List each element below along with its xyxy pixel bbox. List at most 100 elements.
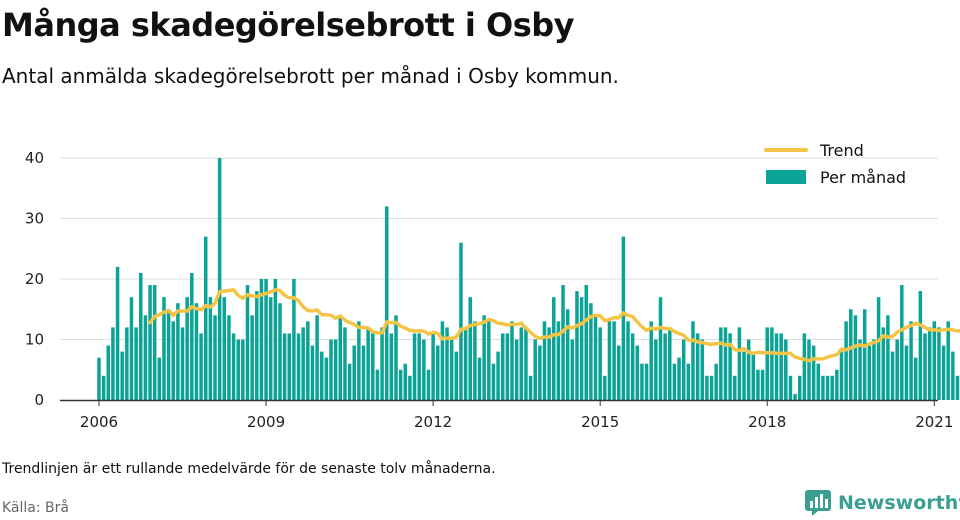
bar <box>412 333 417 400</box>
bar <box>853 315 858 400</box>
bar <box>616 345 621 400</box>
bar <box>524 327 528 400</box>
bar <box>547 327 551 400</box>
bar <box>677 357 681 400</box>
bar <box>236 339 240 400</box>
bar <box>528 375 533 400</box>
bar <box>570 339 575 400</box>
bar <box>310 345 315 400</box>
bar <box>862 309 867 400</box>
bar <box>872 339 876 400</box>
bar <box>900 285 904 400</box>
chart-title: Många skadegörelsebrott i Osby <box>2 6 575 44</box>
bar <box>742 351 746 400</box>
bar <box>278 303 282 400</box>
legend: Trend Per månad <box>764 141 906 187</box>
bar <box>357 321 361 400</box>
bar <box>143 315 148 400</box>
bar <box>264 279 268 400</box>
bar <box>380 327 384 400</box>
bar <box>222 297 227 400</box>
bar <box>519 327 524 400</box>
bar <box>728 333 732 400</box>
bar <box>913 357 918 400</box>
bar <box>649 321 653 400</box>
bar <box>329 339 333 400</box>
bar <box>700 339 705 400</box>
bar <box>208 297 213 400</box>
bars-layer <box>97 158 960 400</box>
bar <box>148 285 152 400</box>
bar <box>584 285 588 400</box>
bar <box>426 369 431 400</box>
bar <box>765 327 769 400</box>
bar <box>194 303 199 400</box>
bar <box>366 327 370 400</box>
bar <box>134 327 138 400</box>
bar <box>802 333 807 400</box>
trend-layer <box>148 288 960 363</box>
bar <box>542 321 547 400</box>
bar <box>881 327 885 400</box>
chart-subtitle: Antal anmälda skadegörelsebrott per måna… <box>2 64 619 88</box>
newsworthy-logo[interactable]: Newsworthy <box>804 488 960 518</box>
bar <box>282 333 287 400</box>
bar <box>932 321 937 400</box>
bar <box>491 363 496 400</box>
bar <box>199 333 203 400</box>
x-tick-label: 2012 <box>414 413 452 431</box>
bar <box>927 327 932 400</box>
bar <box>477 357 482 400</box>
bar <box>306 321 310 400</box>
bar <box>268 297 273 400</box>
bar <box>756 369 760 400</box>
bar <box>473 321 477 400</box>
bar <box>417 333 421 400</box>
bar <box>333 339 338 400</box>
bar <box>273 279 278 400</box>
bar <box>115 266 120 400</box>
bar <box>139 272 143 400</box>
bar <box>830 375 834 400</box>
bar <box>612 321 616 400</box>
bar <box>500 333 505 400</box>
bar <box>241 339 245 400</box>
bar <box>705 375 709 400</box>
bar <box>556 321 561 400</box>
bar <box>589 303 593 400</box>
bar <box>923 333 927 400</box>
bar <box>635 345 640 400</box>
bar <box>816 363 821 400</box>
bar <box>709 375 714 400</box>
bar <box>338 315 343 400</box>
bar <box>941 345 946 400</box>
bar <box>876 297 881 400</box>
bar <box>449 339 454 400</box>
bar <box>779 333 783 400</box>
y-tick-label: 10 <box>25 331 44 349</box>
bar <box>784 339 788 400</box>
bar <box>844 321 848 400</box>
bar <box>482 315 486 400</box>
bar <box>213 315 217 400</box>
bar <box>217 158 222 400</box>
bar <box>171 321 175 400</box>
legend-trend-label: Trend <box>819 141 864 160</box>
bar <box>352 345 356 400</box>
bar <box>389 333 394 400</box>
bar <box>384 206 389 400</box>
x-tick-label: 2015 <box>581 413 619 431</box>
bar <box>691 321 695 400</box>
bar <box>867 345 872 400</box>
bar <box>487 321 491 400</box>
bar <box>904 345 909 400</box>
bar <box>324 357 329 400</box>
bar <box>668 327 672 400</box>
bar <box>714 363 718 400</box>
bar <box>166 309 171 400</box>
y-tick-label: 20 <box>25 270 44 288</box>
bar <box>719 327 723 400</box>
y-tick-label: 0 <box>34 391 44 409</box>
bar <box>746 339 751 400</box>
legend-bar-label: Per månad <box>820 168 906 187</box>
